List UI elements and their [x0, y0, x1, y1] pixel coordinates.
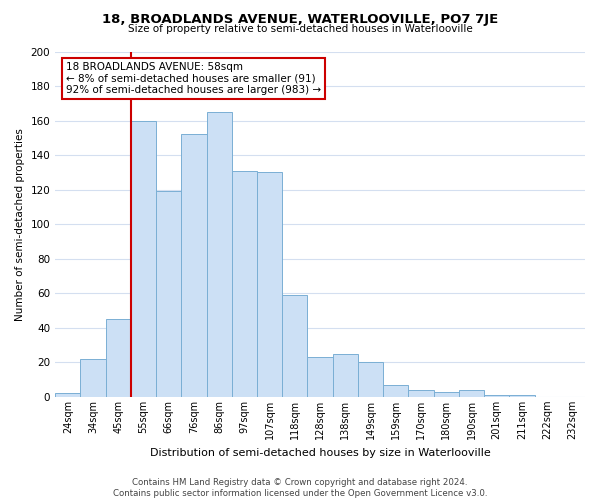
Y-axis label: Number of semi-detached properties: Number of semi-detached properties: [15, 128, 25, 320]
Bar: [131, 120, 156, 397]
X-axis label: Distribution of semi-detached houses by size in Waterlooville: Distribution of semi-detached houses by …: [150, 448, 490, 458]
Bar: [106, 319, 131, 397]
Bar: [307, 357, 332, 397]
Text: Contains HM Land Registry data © Crown copyright and database right 2024.
Contai: Contains HM Land Registry data © Crown c…: [113, 478, 487, 498]
Bar: [509, 395, 535, 397]
Bar: [156, 192, 181, 397]
Bar: [332, 354, 358, 397]
Bar: [459, 390, 484, 397]
Bar: [181, 134, 206, 397]
Bar: [409, 390, 434, 397]
Bar: [484, 395, 509, 397]
Bar: [257, 172, 282, 397]
Bar: [282, 295, 307, 397]
Text: 18 BROADLANDS AVENUE: 58sqm
← 8% of semi-detached houses are smaller (91)
92% of: 18 BROADLANDS AVENUE: 58sqm ← 8% of semi…: [66, 62, 321, 95]
Bar: [55, 394, 80, 397]
Bar: [80, 359, 106, 397]
Bar: [206, 112, 232, 397]
Bar: [358, 362, 383, 397]
Bar: [383, 385, 409, 397]
Text: Size of property relative to semi-detached houses in Waterlooville: Size of property relative to semi-detach…: [128, 24, 472, 34]
Text: 18, BROADLANDS AVENUE, WATERLOOVILLE, PO7 7JE: 18, BROADLANDS AVENUE, WATERLOOVILLE, PO…: [102, 12, 498, 26]
Bar: [232, 170, 257, 397]
Bar: [434, 392, 459, 397]
